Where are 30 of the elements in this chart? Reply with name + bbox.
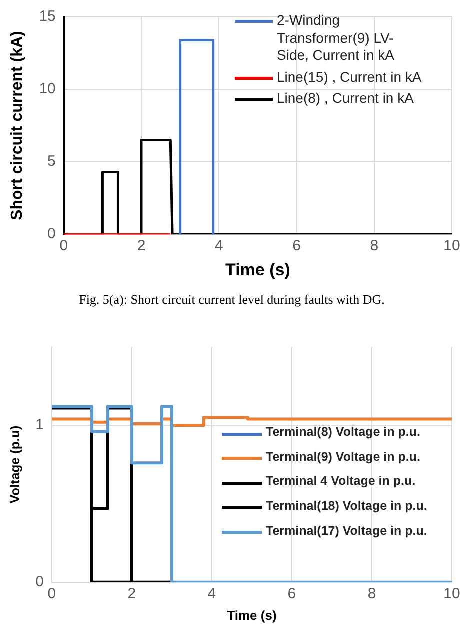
caption: Fig. 5(a): Short circuit current level during faults with DG. [78, 292, 386, 308]
y-tick-label: 1 [36, 416, 44, 434]
x-tick-label: 8 [368, 586, 376, 603]
legend-label: 2-Winding Transformer(9) LV-Side, Current in kA [277, 12, 396, 64]
legend-label: Line(15) , Current in kA [277, 68, 422, 86]
x-tick-label: 6 [288, 586, 296, 603]
x-tick-label: 10 [444, 238, 460, 255]
legend-label: Terminal 4 Voltage in p.u. [266, 474, 416, 490]
y-tick-label: 0 [48, 226, 56, 243]
legend-label: Terminal(9) Voltage in p.u. [266, 450, 420, 466]
x-tick-label: 0 [60, 238, 68, 255]
x-tick-label: 2 [137, 238, 146, 255]
y-axis-title: Short circuit current (kA) [9, 31, 26, 220]
y-tick-label: 10 [39, 80, 56, 98]
x-tick-label: 6 [292, 238, 301, 255]
x-tick-label: 2 [128, 586, 136, 603]
legend-label: Terminal(8) Voltage in p.u. [266, 425, 420, 441]
x-axis-title: Time (s) [226, 260, 290, 280]
x-tick-label: 10 [444, 586, 460, 603]
y-tick-label: 5 [48, 153, 56, 170]
x-tick-label: 4 [208, 586, 216, 603]
y-axis-title: Voltage (p.u) [7, 426, 22, 504]
legend-label: Terminal(18) Voltage in p.u. [266, 498, 428, 514]
y-tick-label: 0 [36, 574, 44, 591]
legend-label: Terminal(17) Voltage in p.u. [266, 524, 428, 540]
legend-label: Line(8) , Current in kA [277, 90, 414, 108]
x-tick-label: 8 [370, 238, 379, 255]
x-tick-label: 4 [214, 238, 224, 255]
y-tick-label: 15 [39, 8, 56, 26]
x-axis-title: Time (s) [227, 608, 277, 623]
